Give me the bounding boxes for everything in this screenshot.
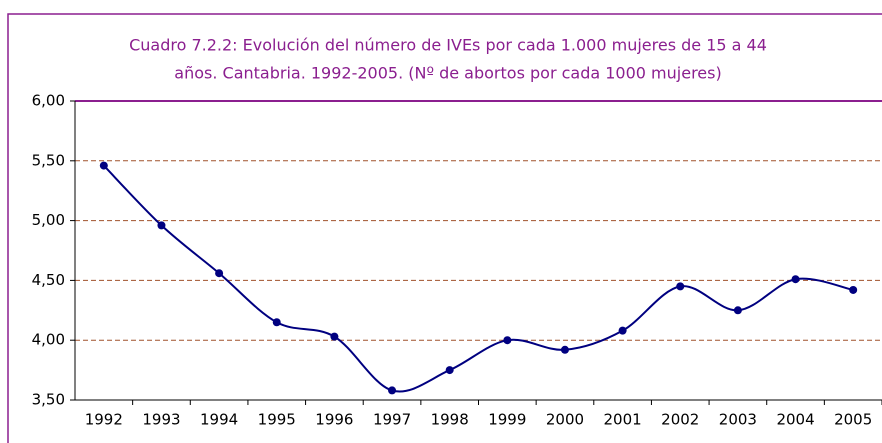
y-tick-label: 3,50 (32, 391, 65, 409)
point (791, 275, 800, 284)
x-tick-label: 2004 (776, 411, 814, 429)
x-tick-label: 1994 (200, 411, 238, 429)
point (215, 269, 224, 278)
point (157, 221, 166, 230)
x-tick-label: 1993 (142, 411, 180, 429)
point (445, 366, 454, 375)
x-tick-label: 1998 (431, 411, 469, 429)
y-tick-label: 5,00 (32, 211, 65, 229)
chart-title: Cuadro 7.2.2: Evolución del número de IV… (129, 36, 767, 55)
y-tick-label: 4,50 (32, 271, 65, 289)
y-tick-label: 4,00 (32, 331, 65, 349)
x-tick-label: 1996 (315, 411, 353, 429)
x-tick-label: 1999 (488, 411, 526, 429)
point (560, 345, 569, 354)
point (330, 332, 339, 341)
point (676, 282, 685, 291)
x-tick-label: 2001 (604, 411, 642, 429)
line (103, 164, 854, 393)
y-tick-label: 6,00 (32, 92, 65, 110)
x-tick-label: 2003 (719, 411, 757, 429)
x-tick-label: 1995 (258, 411, 296, 429)
x-tick-label: 2005 (834, 411, 872, 429)
chart-frame (7, 13, 882, 443)
point (388, 386, 397, 395)
x-tick-label: 1992 (85, 411, 123, 429)
chart-title: años. Cantabria. 1992-2005. (Nº de abort… (174, 64, 721, 83)
x-tick-label: 2002 (661, 411, 699, 429)
y-tick-label: 5,50 (32, 151, 65, 169)
point (849, 285, 858, 294)
point (99, 161, 108, 170)
point (618, 326, 627, 335)
point (272, 318, 281, 327)
point (733, 306, 742, 315)
x-tick-label: 1997 (373, 411, 411, 429)
point (503, 336, 512, 345)
x-tick-label: 2000 (546, 411, 584, 429)
